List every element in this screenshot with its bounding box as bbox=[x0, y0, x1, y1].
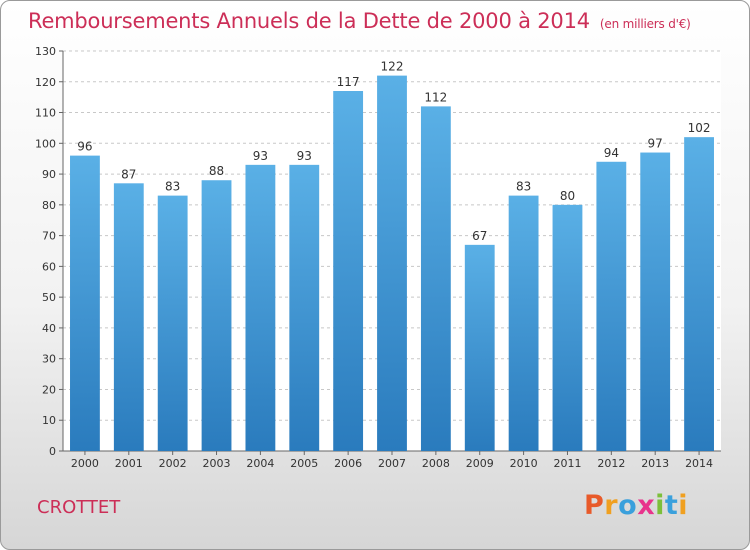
x-tick-label: 2013 bbox=[641, 457, 669, 470]
bar bbox=[289, 164, 320, 451]
x-tick-label: 2006 bbox=[334, 457, 362, 470]
x-tick-label: 2011 bbox=[553, 457, 581, 470]
x-tick-label: 2007 bbox=[378, 457, 406, 470]
y-tick-label: 60 bbox=[42, 260, 56, 273]
bar-value-label: 83 bbox=[516, 180, 531, 194]
bar-value-label: 87 bbox=[121, 167, 136, 181]
bar-value-label: 112 bbox=[424, 90, 447, 104]
chart-subtitle: (en milliers d'€) bbox=[599, 17, 691, 31]
x-tick-label: 2002 bbox=[159, 457, 187, 470]
x-tick-label: 2009 bbox=[466, 457, 494, 470]
bar bbox=[113, 183, 144, 452]
place-name: CROTTET bbox=[37, 497, 121, 518]
logo-letter: t bbox=[664, 490, 679, 521]
logo-letter: r bbox=[604, 490, 619, 521]
y-tick-label: 90 bbox=[42, 168, 56, 181]
bar bbox=[245, 164, 276, 451]
bar-value-label: 67 bbox=[472, 229, 487, 243]
proxiti-logo: Proxiti bbox=[584, 490, 688, 521]
x-tick-label: 2004 bbox=[246, 457, 274, 470]
bar bbox=[420, 106, 451, 451]
y-tick-label: 100 bbox=[35, 137, 56, 150]
bar bbox=[377, 75, 407, 451]
logo-letter: i bbox=[678, 490, 689, 521]
logo-letter: P bbox=[584, 490, 605, 521]
bar-value-label: 94 bbox=[604, 146, 619, 160]
y-tick-label: 10 bbox=[42, 414, 56, 427]
y-tick-label: 130 bbox=[35, 45, 56, 58]
x-tick-label: 2014 bbox=[685, 457, 713, 470]
bar-value-label: 102 bbox=[688, 121, 711, 135]
x-tick-label: 2012 bbox=[597, 457, 625, 470]
y-tick-label: 0 bbox=[49, 445, 56, 458]
bar bbox=[201, 180, 232, 451]
bar-value-label: 117 bbox=[337, 75, 360, 89]
bar bbox=[684, 137, 714, 451]
bar bbox=[552, 204, 583, 451]
x-tick-label: 2003 bbox=[203, 457, 231, 470]
logo-letter: o bbox=[618, 490, 638, 521]
x-tick-label: 2005 bbox=[290, 457, 318, 470]
bar-value-label: 93 bbox=[253, 149, 268, 163]
chart-title-text: Remboursements Annuels de la Dette de 20… bbox=[28, 9, 590, 33]
y-tick-label: 30 bbox=[42, 353, 56, 366]
bar bbox=[157, 195, 188, 451]
y-tick-label: 20 bbox=[42, 383, 56, 396]
y-tick-label: 50 bbox=[42, 291, 56, 304]
y-tick-label: 70 bbox=[42, 230, 56, 243]
x-tick-label: 2008 bbox=[422, 457, 450, 470]
y-tick-label: 40 bbox=[42, 322, 56, 335]
bar-value-label: 80 bbox=[560, 189, 575, 203]
logo-letter: i bbox=[655, 490, 665, 521]
bar-value-label: 122 bbox=[381, 60, 404, 74]
bar-value-label: 96 bbox=[77, 140, 92, 154]
logo-letter: x bbox=[637, 490, 656, 521]
bar bbox=[508, 195, 539, 451]
bar-value-label: 83 bbox=[165, 180, 180, 194]
y-tick-label: 110 bbox=[35, 107, 56, 120]
chart-title: Remboursements Annuels de la Dette de 20… bbox=[28, 9, 691, 33]
bar bbox=[596, 161, 627, 451]
bar bbox=[464, 244, 495, 451]
bar-value-label: 88 bbox=[209, 164, 224, 178]
x-tick-label: 2000 bbox=[71, 457, 99, 470]
bar-value-label: 97 bbox=[648, 137, 663, 151]
bar bbox=[333, 91, 364, 451]
y-tick-label: 80 bbox=[42, 199, 56, 212]
y-tick-label: 120 bbox=[35, 76, 56, 89]
x-tick-label: 2010 bbox=[510, 457, 538, 470]
x-tick-label: 2001 bbox=[115, 457, 143, 470]
bar bbox=[640, 152, 671, 452]
bar-value-label: 93 bbox=[297, 149, 312, 163]
bar bbox=[70, 155, 100, 451]
